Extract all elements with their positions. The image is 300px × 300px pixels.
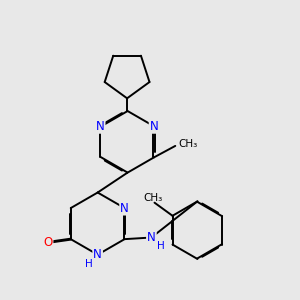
Text: N: N bbox=[120, 202, 129, 214]
Text: H: H bbox=[85, 259, 92, 269]
Text: N: N bbox=[96, 120, 105, 133]
Text: N: N bbox=[93, 248, 102, 261]
Text: CH₃: CH₃ bbox=[143, 193, 163, 203]
Text: N: N bbox=[147, 231, 156, 244]
Text: O: O bbox=[43, 236, 52, 249]
Text: CH₃: CH₃ bbox=[178, 139, 197, 149]
Text: N: N bbox=[150, 120, 158, 133]
Text: H: H bbox=[157, 241, 164, 251]
